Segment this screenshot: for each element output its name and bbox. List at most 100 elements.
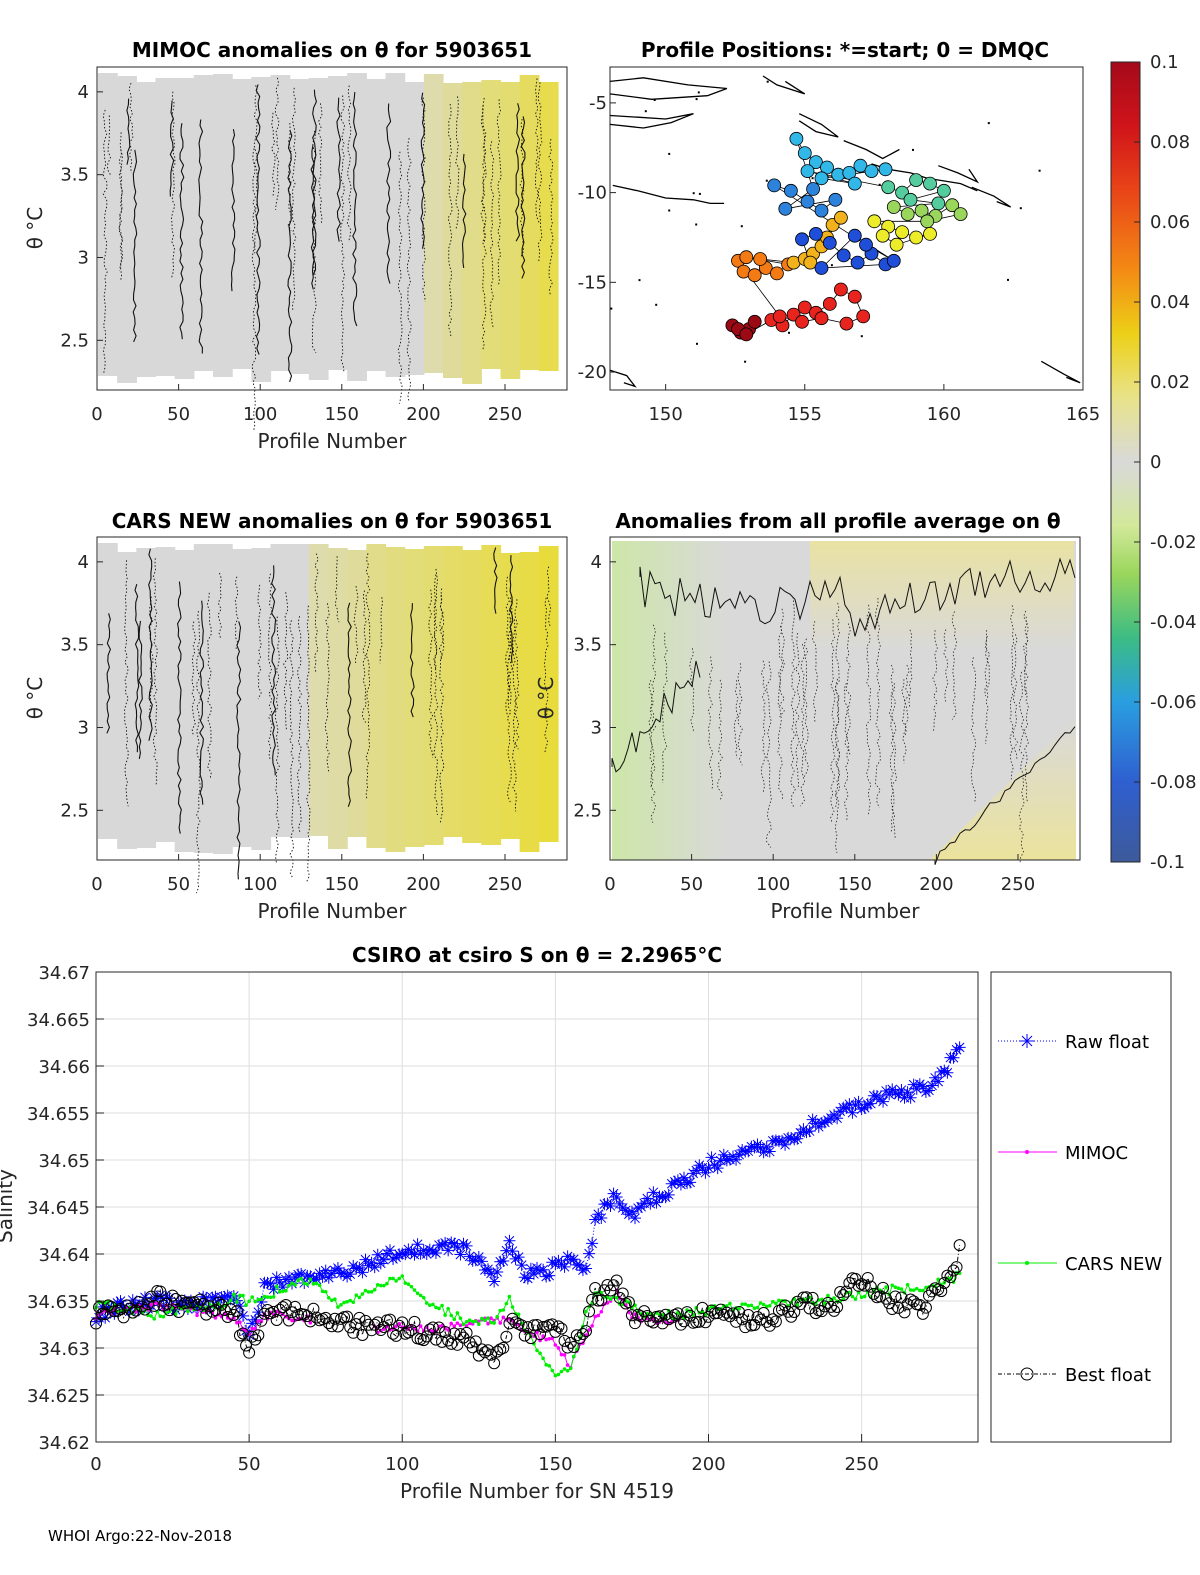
marker-cars-new xyxy=(547,1364,552,1368)
marker-best-float xyxy=(289,1300,302,1313)
marker-cars-new xyxy=(501,1308,506,1312)
profile-position-cyan xyxy=(847,176,862,191)
marker-raw-float xyxy=(714,1154,727,1167)
legend-marker-raw-float xyxy=(1020,1034,1034,1048)
salinity-xtick-label: 50 xyxy=(238,1454,261,1475)
marker-cars-new xyxy=(921,1288,925,1293)
cars-contour xyxy=(509,555,514,664)
profile-position-green xyxy=(886,200,901,214)
map-profile-track xyxy=(725,131,968,342)
marker-raw-float xyxy=(916,1080,929,1093)
profile-position-cyan xyxy=(809,155,823,170)
marker-best-float xyxy=(736,1313,749,1326)
marker-cars-new xyxy=(360,1292,365,1296)
marker-best-float xyxy=(166,1289,179,1302)
mimoc-xtick-label: 200 xyxy=(406,404,440,425)
marker-cars-new xyxy=(728,1301,732,1306)
marker-best-float xyxy=(828,1304,841,1317)
marker-raw-float xyxy=(270,1271,283,1284)
mimoc-cell xyxy=(328,76,348,370)
average-contour-dotted xyxy=(1023,616,1029,803)
average-contour-dotted xyxy=(778,608,785,718)
profile-position-yellow xyxy=(895,225,909,240)
marker-raw-float xyxy=(638,1197,651,1210)
cars-contour xyxy=(134,584,140,753)
marker-raw-float xyxy=(818,1116,831,1129)
mimoc-contour xyxy=(102,109,108,375)
mimoc-cell xyxy=(270,75,291,371)
marker-best-float xyxy=(417,1334,430,1347)
marker-raw-float xyxy=(264,1277,277,1290)
average-contour-dotted xyxy=(799,643,806,807)
marker-cars-new xyxy=(510,1305,515,1309)
map-ytick-label: -15 xyxy=(578,272,607,293)
mimoc-contour xyxy=(311,130,317,354)
marker-best-float xyxy=(668,1308,681,1321)
salinity-xlabel: Profile Number for SN 4519 xyxy=(400,1479,674,1503)
profile-position-orange xyxy=(753,252,768,266)
marker-best-float xyxy=(558,1334,571,1347)
mimoc-contour xyxy=(447,103,453,339)
marker-raw-float xyxy=(512,1251,525,1264)
marker-cars-new xyxy=(394,1279,398,1283)
marker-cars-new xyxy=(253,1299,258,1304)
marker-raw-float xyxy=(705,1151,718,1164)
marker-cars-new xyxy=(449,1313,454,1318)
profile-position-blue xyxy=(795,232,809,247)
cars-contour xyxy=(148,548,153,741)
cars-contour xyxy=(138,620,143,759)
profile-position-cyan xyxy=(864,164,879,179)
marker-best-float xyxy=(96,1307,109,1320)
marker-raw-float xyxy=(947,1051,960,1064)
marker-raw-float xyxy=(576,1264,589,1277)
marker-cars-new xyxy=(853,1297,858,1301)
salinity-ytick-label: 34.645 xyxy=(27,1198,90,1219)
marker-best-float xyxy=(307,1302,320,1315)
cars-contour xyxy=(217,572,222,640)
cars-contour xyxy=(439,588,445,823)
mimoc-contour xyxy=(346,85,352,242)
marker-cars-new xyxy=(504,1301,509,1306)
marker-best-float xyxy=(374,1324,387,1337)
salinity-ytick-label: 34.65 xyxy=(38,1151,90,1172)
marker-raw-float xyxy=(411,1238,424,1251)
marker-raw-float xyxy=(267,1283,280,1296)
marker-raw-float xyxy=(913,1078,926,1091)
mimoc-cell xyxy=(213,74,233,377)
marker-cars-new xyxy=(461,1322,466,1327)
marker-cars-new xyxy=(908,1288,913,1292)
marker-mimoc xyxy=(541,1334,545,1338)
marker-best-float xyxy=(834,1285,847,1298)
mimoc-cell xyxy=(136,82,157,377)
marker-cars-new xyxy=(277,1290,282,1294)
mimoc-cell xyxy=(423,74,444,373)
mimoc-xtick-label: 50 xyxy=(167,404,190,425)
profile-position-med-blue xyxy=(828,192,843,207)
marker-best-float xyxy=(586,1293,599,1306)
marker-mimoc xyxy=(593,1314,597,1319)
average-contour-dotted xyxy=(717,679,723,801)
marker-raw-float xyxy=(188,1300,200,1313)
marker-cars-new xyxy=(764,1304,769,1309)
marker-best-float xyxy=(135,1300,148,1313)
salinity-ytick-label: 34.66 xyxy=(38,1057,90,1078)
marker-raw-float xyxy=(365,1256,378,1269)
marker-best-float xyxy=(129,1304,142,1317)
marker-cars-new xyxy=(403,1281,408,1285)
profile-position-yellow xyxy=(867,214,882,229)
coastline xyxy=(612,184,725,205)
marker-best-float xyxy=(282,1314,295,1327)
marker-raw-float xyxy=(662,1188,675,1201)
islet xyxy=(668,209,671,212)
marker-cars-new xyxy=(342,1300,346,1305)
mimoc-panel: MIMOC anomalies on θ for 5903651 0 50 100 1… xyxy=(23,38,568,453)
marker-best-float xyxy=(521,1321,534,1334)
marker-best-float xyxy=(825,1300,837,1313)
legend-item-best-float: Best float xyxy=(998,1365,1151,1386)
marker-mimoc xyxy=(544,1337,548,1342)
salinity-ytick-label: 34.655 xyxy=(27,1104,90,1125)
islet xyxy=(692,192,695,195)
marker-raw-float xyxy=(610,1191,623,1204)
marker-best-float xyxy=(218,1303,231,1316)
marker-cars-new xyxy=(899,1287,904,1291)
